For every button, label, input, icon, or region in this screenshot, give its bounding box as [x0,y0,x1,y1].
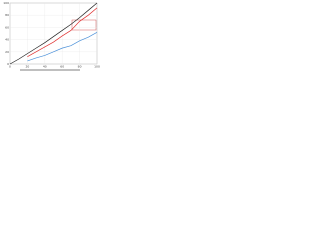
page: {"chart_data": {"type": "line", "x": [0,… [0,0,100,74]
y-tick-label: 60 [5,25,9,29]
legend-box [71,19,97,31]
y-tick-label: 20 [5,50,9,54]
plot-area [9,2,98,65]
y-tick-label: 80 [5,13,9,17]
y-tick-label: 40 [5,38,9,42]
x-tick-label: 100 [94,65,100,69]
x-tick-label: 80 [78,65,82,69]
x-tick-label: 60 [60,65,64,69]
x-tick-label: 40 [43,65,47,69]
series-line [27,31,98,62]
y-tick-label: 100 [3,1,9,5]
series-line [9,2,98,65]
y-tick-label: 0 [7,62,9,66]
series-line [27,7,98,57]
x-tick-label: 20 [25,65,29,69]
x-tick-label: 0 [9,65,11,69]
